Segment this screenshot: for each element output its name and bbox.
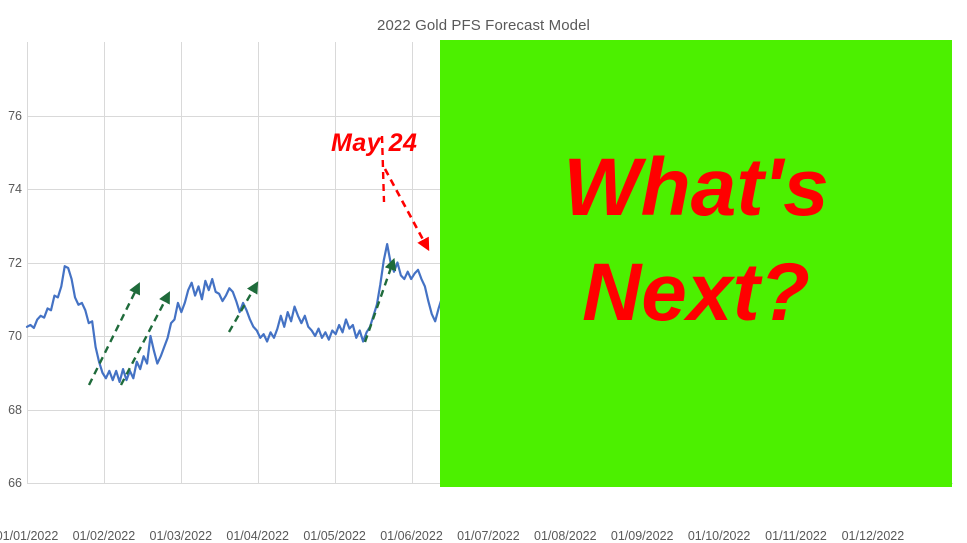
gridline-vertical: [180, 42, 182, 483]
downtrend-arrow-red: [383, 168, 430, 252]
y-axis-tick-label: 76: [8, 108, 22, 123]
gridline-vertical: [257, 42, 259, 483]
y-axis-tick-label: 72: [8, 255, 22, 270]
y-axis-tick-label: 74: [8, 182, 22, 196]
x-axis-tick-label: 01/11/2022: [765, 529, 827, 543]
x-axis-tick-label: 01/07/2022: [457, 529, 520, 543]
y-axis-tick-label: 70: [8, 329, 22, 343]
x-axis-tick-label: 01/06/2022: [380, 529, 443, 543]
x-axis-tick-label: 01/03/2022: [149, 529, 213, 543]
uptrend-arrow-4: [363, 257, 397, 343]
y-axis-tick-label: 68: [8, 402, 22, 417]
gridline-vertical: [334, 42, 336, 483]
x-axis-tick-label: 01/12/2022: [841, 529, 905, 543]
series-line-gold-pfs: [25, 135, 461, 386]
chart-canvas: 2022 Gold PFS Forecast Model 66 68 70 72 74 7…: [0, 17, 953, 543]
forecast-cover-text: What's Next?: [440, 136, 952, 346]
uptrend-arrow-1: [87, 282, 140, 386]
x-axis-tick-label: 01/09/2022: [610, 529, 674, 543]
x-axis-tick-label: 01/04/2022: [226, 529, 289, 543]
uptrend-arrow-2: [119, 291, 170, 386]
chart-title: 2022 Gold PFS Forecast Model: [377, 17, 590, 34]
forecast-cover-overlay: What's Next?: [440, 40, 952, 487]
may-24-annotation-label: May 24: [331, 129, 418, 157]
uptrend-arrow-3: [227, 281, 259, 333]
cover-text-line-1: What's: [563, 142, 829, 233]
x-axis-tick-label: 01/08/2022: [534, 529, 597, 543]
y-axis-tick-label: 66: [8, 476, 22, 490]
x-axis-tick-label: 01/01/2022: [0, 529, 59, 543]
x-axis-tick-label: 01/05/2022: [303, 529, 366, 543]
x-axis-tick-label: 01/10/2022: [687, 529, 751, 543]
gridline-vertical: [103, 42, 105, 483]
x-axis-tick-label: 01/02/2022: [72, 529, 136, 543]
cover-text-line-2: Next?: [582, 246, 810, 338]
gridline-vertical: [411, 42, 413, 483]
